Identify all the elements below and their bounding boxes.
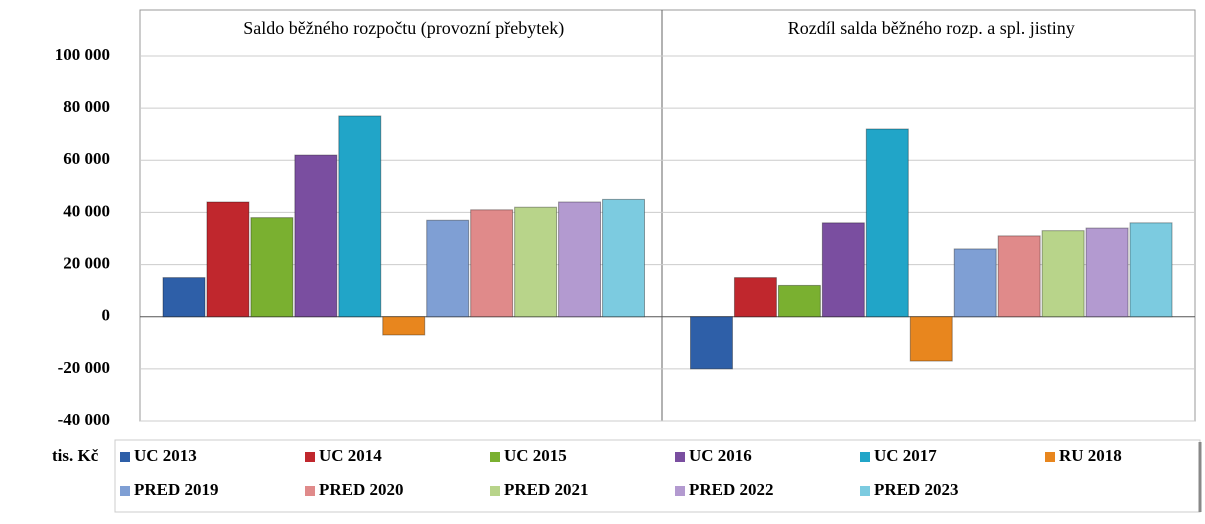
legend-box — [114, 439, 1201, 513]
legend-swatch — [120, 486, 130, 496]
bar — [865, 128, 909, 318]
bar — [162, 277, 206, 318]
bar — [821, 222, 865, 318]
y-tick-label: -20 000 — [58, 358, 110, 377]
legend-label: PRED 2023 — [874, 480, 959, 499]
legend-swatch — [305, 486, 315, 496]
bar — [733, 277, 777, 318]
y-tick-label: 100 000 — [55, 45, 110, 64]
bar — [426, 219, 470, 318]
legend-label: UC 2017 — [874, 446, 937, 465]
bar — [997, 235, 1041, 318]
y-tick-label: 60 000 — [63, 149, 110, 168]
legend-swatch — [675, 486, 685, 496]
legend-label: PRED 2019 — [134, 480, 219, 499]
legend-swatch — [1045, 452, 1055, 462]
bar — [1041, 230, 1085, 318]
legend-label: UC 2013 — [134, 446, 197, 465]
bar — [382, 316, 426, 336]
y-tick-label: 0 — [102, 306, 111, 325]
bar — [777, 284, 821, 318]
legend-swatch — [305, 452, 315, 462]
bar — [602, 198, 646, 318]
y-tick-label: 40 000 — [63, 201, 110, 220]
legend-label: PRED 2021 — [504, 480, 589, 499]
legend-swatch — [120, 452, 130, 462]
legend-label: UC 2014 — [319, 446, 382, 465]
bar — [294, 154, 338, 318]
legend-swatch — [860, 486, 870, 496]
y-tick-label: -40 000 — [58, 410, 110, 429]
bar — [514, 206, 558, 318]
bar — [206, 201, 250, 318]
bar — [338, 115, 382, 318]
legend-swatch — [675, 452, 685, 462]
bar — [909, 316, 953, 362]
legend-label: RU 2018 — [1059, 446, 1122, 465]
legend-swatch — [860, 452, 870, 462]
y-tick-label: 20 000 — [63, 253, 110, 272]
bar — [690, 316, 733, 370]
bar — [558, 201, 602, 318]
legend-swatch — [490, 452, 500, 462]
bar — [1085, 227, 1129, 318]
panel-title: Saldo běžného rozpočtu (provozní přebyte… — [243, 18, 564, 39]
legend-label: PRED 2020 — [319, 480, 404, 499]
y-tick-label: 80 000 — [63, 97, 110, 116]
bar — [250, 217, 294, 318]
bar — [470, 209, 514, 318]
legend-label: PRED 2022 — [689, 480, 774, 499]
y-axis-label: tis. Kč — [52, 446, 99, 465]
legend-label: UC 2016 — [689, 446, 752, 465]
bar — [953, 248, 997, 318]
legend-label: UC 2015 — [504, 446, 567, 465]
bar — [1129, 222, 1173, 318]
panel-title: Rozdíl salda běžného rozp. a spl. jistin… — [788, 18, 1075, 38]
legend-swatch — [490, 486, 500, 496]
